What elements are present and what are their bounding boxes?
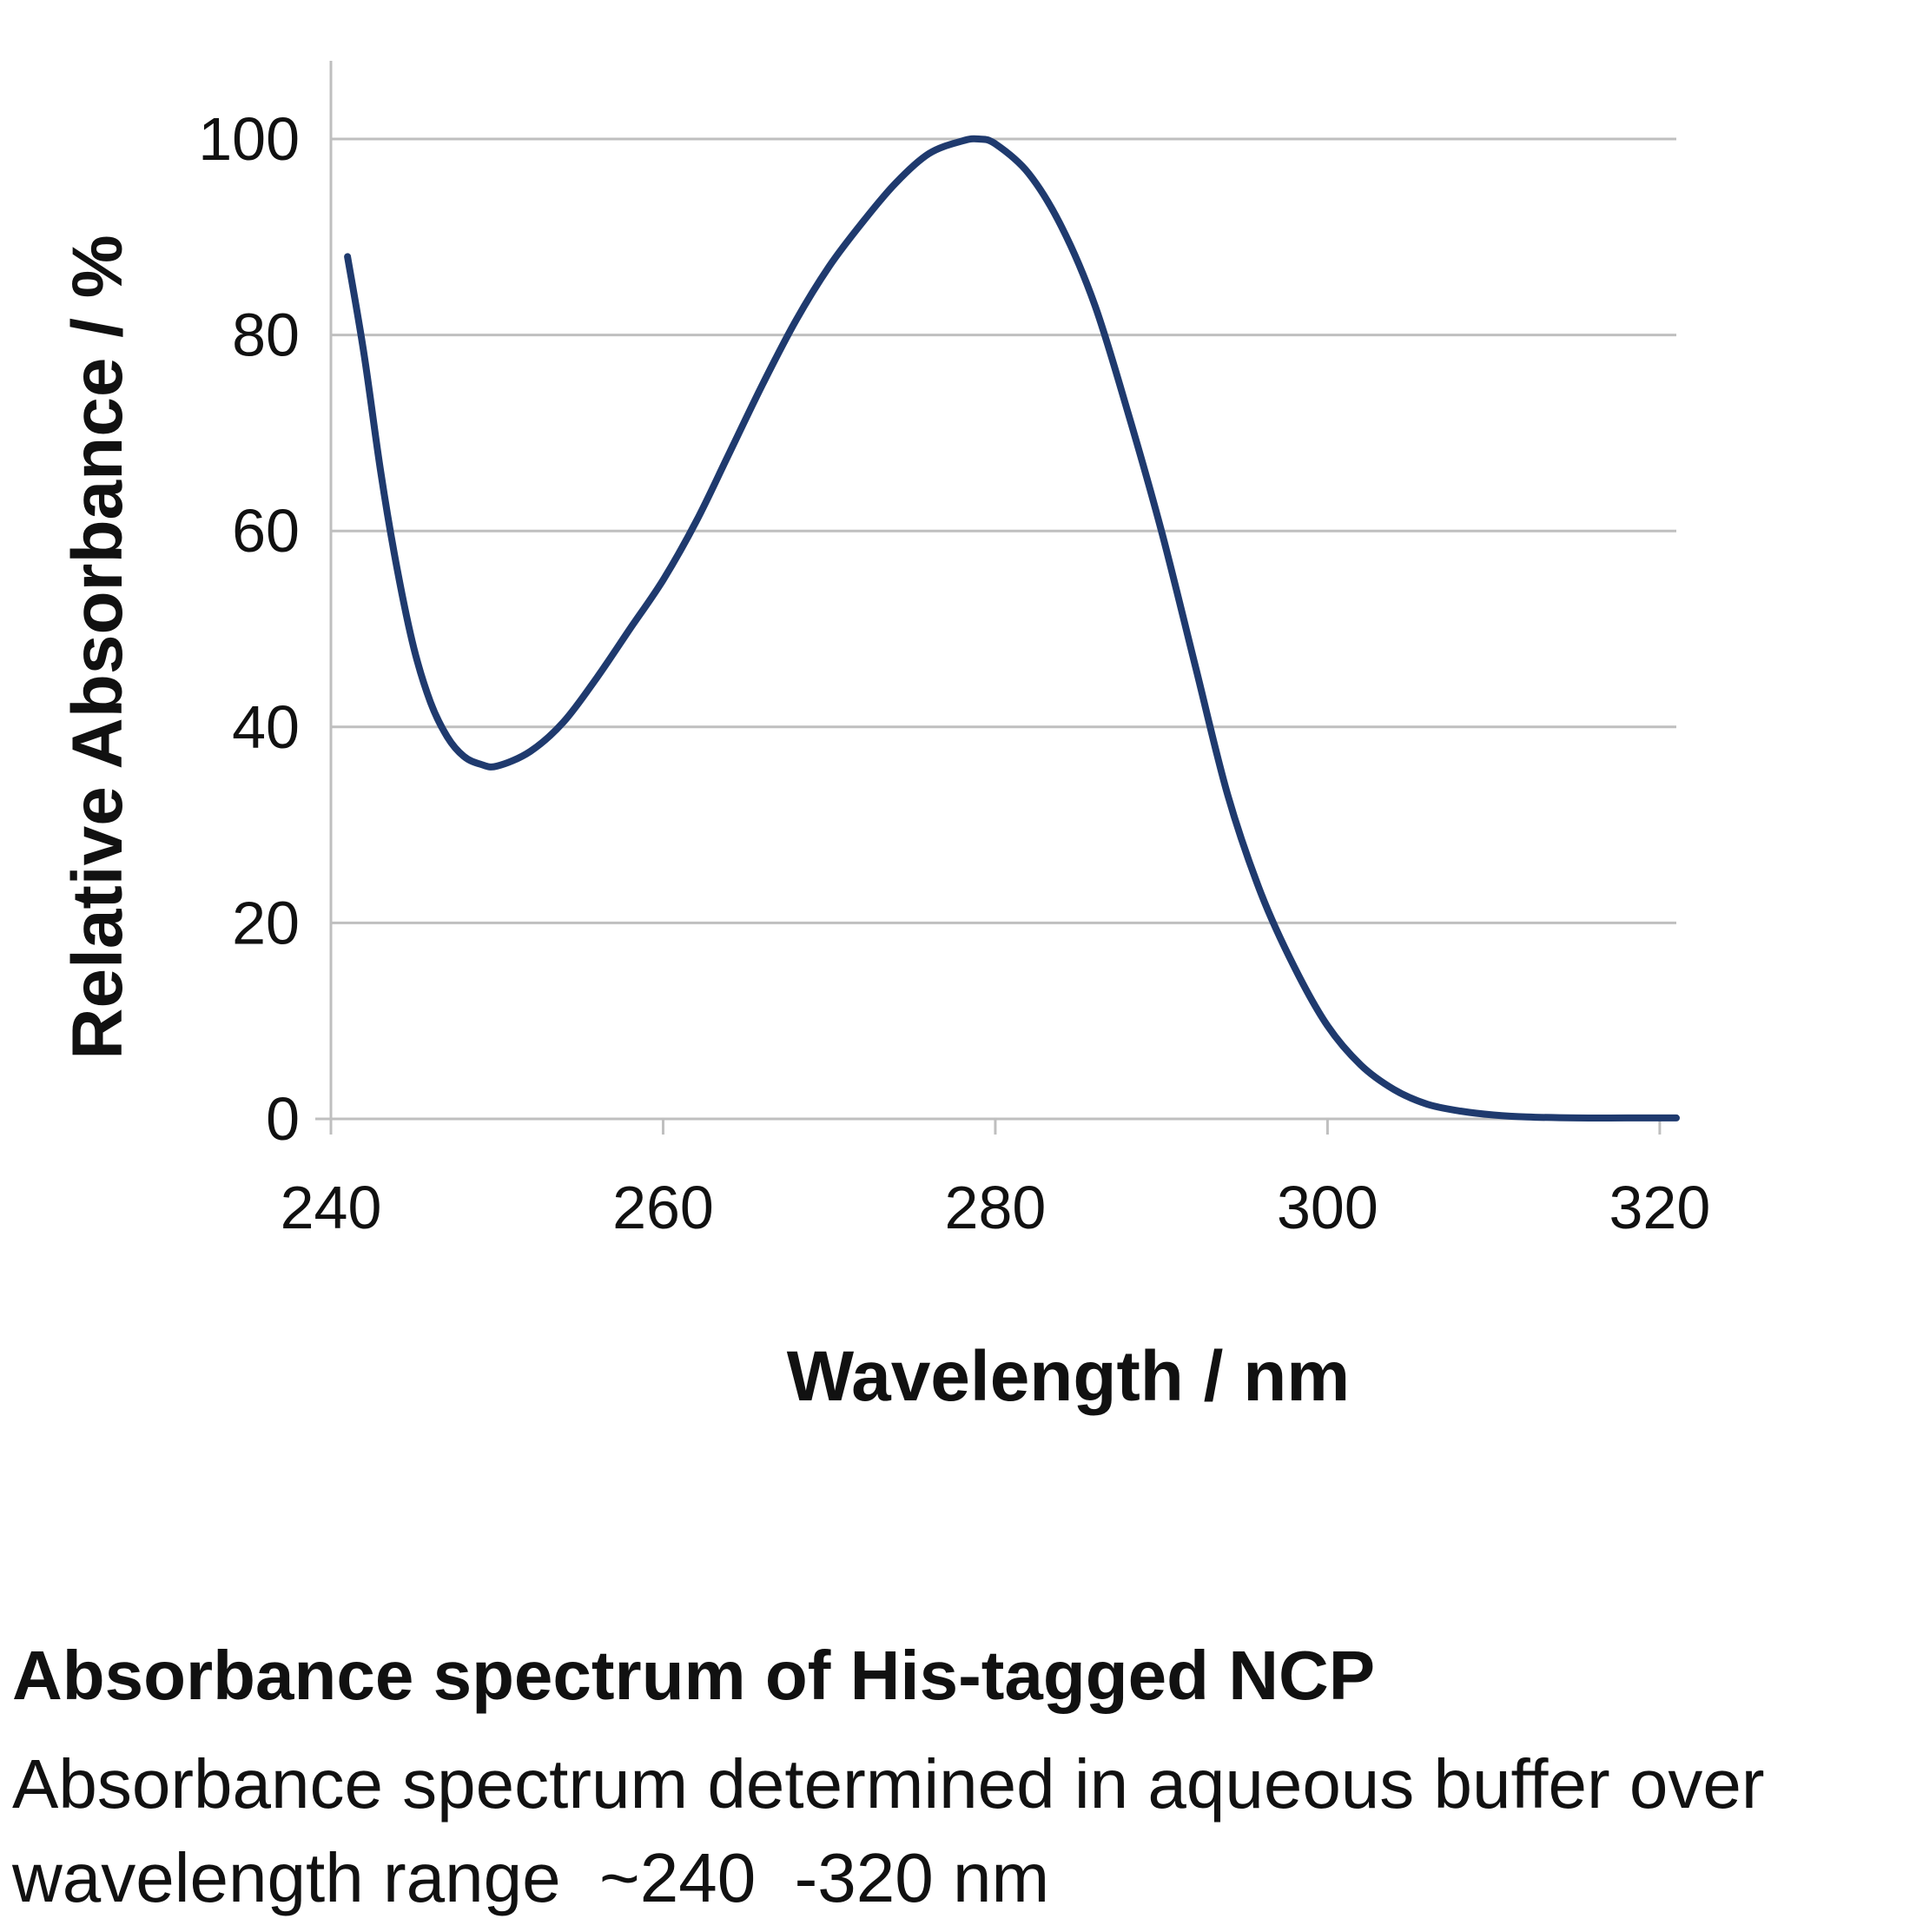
- x-tick-labels: 240 260 280 300 320: [281, 1174, 1711, 1241]
- y-tick-label: 100: [198, 105, 300, 173]
- y-tick-label: 80: [232, 301, 300, 369]
- caption-title: Absorbance spectrum of His-tagged NCP: [12, 1637, 1376, 1714]
- x-tick-label: 280: [945, 1174, 1047, 1241]
- x-tick-label: 320: [1609, 1174, 1710, 1241]
- grid-lines: [331, 137, 1676, 924]
- x-tick-label: 240: [281, 1174, 382, 1241]
- x-axis-title: Wavelength / nm: [787, 1337, 1350, 1416]
- y-axis-title: Relative Absorbance / %: [58, 235, 137, 1059]
- x-tick-label: 300: [1277, 1174, 1378, 1241]
- y-tick-label: 60: [232, 497, 300, 565]
- x-tick-label: 260: [612, 1174, 714, 1241]
- absorbance-chart: 0 20 40 60 80 100 240 260 280 300 320 Relative Ab…: [58, 61, 1711, 1416]
- axes: [315, 61, 1676, 1135]
- y-tick-label: 0: [266, 1085, 300, 1153]
- y-tick-label: 40: [232, 693, 300, 761]
- y-tick-labels: 0 20 40 60 80 100: [198, 105, 300, 1153]
- y-tick-label: 20: [232, 889, 300, 956]
- absorbance-series-line: [344, 135, 1680, 1121]
- caption-body: Absorbance spectrum determined in aqueou…: [12, 1745, 1765, 1916]
